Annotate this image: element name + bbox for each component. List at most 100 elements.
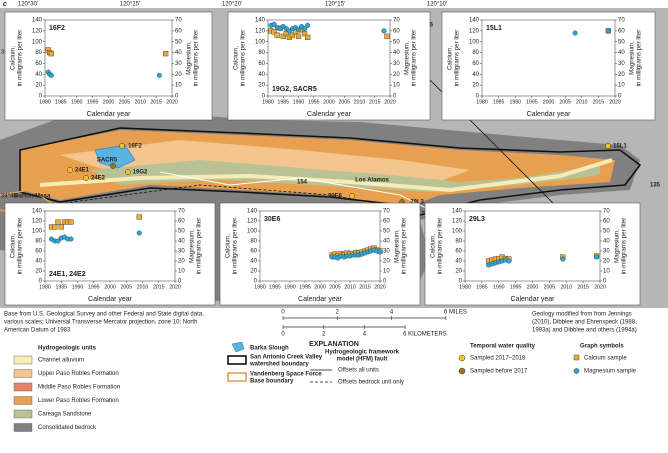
well: [349, 193, 355, 199]
legend-label: San Antonio Creek Valley: [250, 355, 323, 361]
y-axis-title: in milligrams per liter: [17, 218, 24, 275]
calcium-point: [280, 33, 286, 39]
magnesium-point: [68, 236, 74, 242]
y-tick-label: 100: [452, 229, 463, 235]
map-label: SACR5: [97, 158, 118, 164]
x-tick-label: 1990: [509, 99, 521, 105]
y2-tick-label: 20: [603, 259, 610, 265]
y-axis-title: Calcium,: [10, 234, 17, 258]
base-credit: Base from U.S. Geological Survey and oth…: [4, 312, 204, 318]
y-tick-label: 100: [32, 229, 43, 235]
y2-tick-label: 10: [618, 83, 625, 89]
y2-tick-label: 60: [175, 28, 182, 34]
x-tick-label: 1995: [308, 99, 320, 105]
y-tick-label: 60: [35, 249, 42, 255]
map-label: 24E2: [91, 176, 106, 182]
y-tick-label: 20: [455, 269, 462, 275]
y-tick-label: 0: [476, 94, 480, 100]
y-tick-label: 120: [452, 219, 463, 225]
legend-label: watershed boundary: [249, 362, 309, 368]
magnesium-point: [381, 28, 387, 34]
longitude: 120°25': [120, 2, 140, 8]
inset-title: 15L1: [486, 25, 502, 32]
legend-swatch: [13, 409, 33, 419]
calcium-point: [163, 51, 169, 57]
y2-axis-title: Magnesium,: [189, 229, 196, 263]
calcium-point: [136, 214, 142, 220]
base-credit: various scales; Universal Transverse Mer…: [4, 320, 197, 326]
y2-tick-label: 30: [618, 61, 625, 67]
x-tick-label: 1995: [88, 284, 100, 290]
magnesium-point: [506, 258, 512, 264]
legend-label: Barka Slough: [250, 346, 289, 352]
y2-tick-label: 40: [603, 239, 610, 245]
y-tick-label: 80: [472, 50, 479, 56]
magnesium-point: [271, 21, 277, 27]
map-label: 29L3: [410, 200, 424, 206]
magnesium-point: [296, 27, 302, 33]
magnesium-point: [594, 254, 600, 260]
y2-tick-label: 70: [603, 209, 610, 215]
y2-tick-label: 20: [383, 259, 390, 265]
x-tick-label: 1980: [39, 284, 51, 290]
y-tick-label: 120: [247, 219, 258, 225]
y-tick-label: 80: [455, 239, 462, 245]
y2-tick-label: 60: [178, 219, 185, 225]
y-tick-label: 140: [247, 209, 258, 215]
y-tick-label: 20: [472, 83, 479, 89]
legend-label: Sampled 2017–2018: [470, 356, 526, 362]
y2-tick-label: 0: [393, 94, 397, 100]
legend-label: Lower Paso Robles Formation: [38, 398, 119, 404]
y2-tick-label: 40: [393, 50, 400, 56]
y2-tick-label: 10: [178, 269, 185, 275]
map-label: 154: [297, 180, 308, 186]
inset-box: [4, 11, 213, 121]
x-tick-label: 1990: [493, 284, 505, 290]
y2-tick-label: 50: [178, 229, 185, 235]
y2-tick-label: 40: [175, 50, 182, 56]
map-label: 135: [650, 183, 661, 189]
geology-credit: 1993a) and Dibblee and others (1994a): [532, 328, 637, 334]
magnesium-point: [55, 238, 61, 244]
x-tick-label: 2005: [544, 284, 556, 290]
x-tick-label: 2000: [104, 284, 116, 290]
x-tick-label: 2000: [323, 99, 335, 105]
x-tick-label: 2000: [103, 99, 115, 105]
y2-axis-title: in milligrams per liter: [636, 30, 643, 87]
y-axis-title: in milligrams per liter: [240, 30, 247, 87]
map-label: 24E1: [75, 168, 90, 174]
y2-tick-label: 20: [178, 259, 185, 265]
y2-tick-label: 10: [603, 269, 610, 275]
x-tick-label: 1990: [72, 284, 84, 290]
y2-axis-title: in milligrams per liter: [193, 30, 200, 87]
scale-label: 6 KILOMETERS: [403, 332, 447, 338]
well: [119, 143, 125, 149]
figure-label: c: [3, 1, 7, 8]
calcium-point: [305, 34, 311, 40]
y-axis-title: Calcium,: [233, 46, 240, 70]
x-tick-label: 2005: [338, 99, 350, 105]
magnesium-point: [377, 249, 383, 255]
legend-label: Offsets bedrock unit only: [338, 380, 404, 386]
y-axis-title: in milligrams per liter: [232, 218, 239, 275]
y-tick-label: 0: [254, 279, 258, 285]
x-axis-title: Calendar year: [298, 296, 343, 303]
y2-tick-label: 70: [383, 209, 390, 215]
y2-axis-title: Magnesium,: [186, 41, 193, 75]
calcium-point: [271, 29, 277, 35]
legend-swatch: [13, 355, 33, 365]
y-tick-label: 80: [258, 50, 265, 56]
map-label: 16F2: [128, 144, 142, 150]
y2-tick-label: 70: [178, 209, 185, 215]
scale-label: 2: [322, 332, 326, 338]
y-tick-label: 20: [35, 269, 42, 275]
x-tick-label: 2010: [134, 99, 146, 105]
legend-label: Sampled before 2017: [470, 369, 528, 375]
y2-tick-label: 50: [383, 229, 390, 235]
calcium-point: [295, 33, 302, 39]
